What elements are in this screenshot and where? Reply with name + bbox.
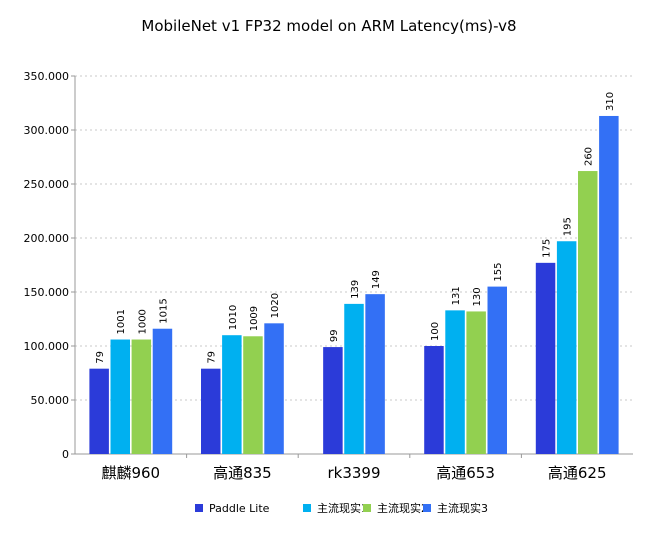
bar — [365, 294, 385, 454]
legend: Paddle Lite 主流现实1 主流现实2 主流现实3 — [195, 501, 488, 515]
legend-swatch — [363, 504, 371, 512]
legend-label: 主流现实1 — [317, 501, 368, 515]
bar — [323, 347, 343, 454]
bar — [578, 171, 598, 455]
y-tick-labels: 0 50.000 100.000 150.000 200.000 250.000 300.0… — [24, 70, 70, 461]
bar — [243, 336, 263, 454]
bar — [201, 368, 221, 454]
x-tick-label: 高通625 — [548, 464, 607, 482]
data-label: 1000 — [137, 309, 148, 334]
data-label: 149 — [371, 270, 382, 289]
x-tick-labels: 麒麟960 高通835 rk3399 高通653 高通625 — [101, 464, 606, 482]
legend-label: 主流现实2 — [377, 501, 428, 515]
bar — [487, 286, 507, 454]
data-label: 1001 — [116, 309, 127, 334]
bar — [344, 303, 364, 454]
legend-swatch — [423, 504, 431, 512]
data-label: 1010 — [228, 305, 239, 330]
data-label: 99 — [329, 329, 340, 342]
data-label: 1015 — [158, 298, 169, 323]
data-label: 1009 — [249, 306, 260, 331]
y-tick-label: 0 — [62, 448, 69, 461]
bar — [110, 339, 130, 454]
bar — [131, 339, 152, 454]
data-label: 79 — [95, 351, 106, 364]
bar — [466, 311, 486, 454]
bars — [89, 115, 619, 455]
y-tick-label: 200.000 — [24, 232, 70, 245]
bar — [556, 241, 577, 454]
y-tick-label: 50.000 — [31, 394, 70, 407]
data-label: 155 — [493, 263, 504, 282]
x-tick-label: 高通653 — [436, 464, 495, 482]
x-tick-label: 高通835 — [213, 464, 272, 482]
bar — [535, 262, 556, 454]
data-label: 310 — [605, 92, 616, 111]
chart-title: MobileNet v1 FP32 model on ARM Latency(m… — [141, 17, 516, 35]
data-label: 175 — [542, 239, 553, 258]
legend-swatch — [195, 504, 203, 512]
y-tick-label: 150.000 — [24, 286, 70, 299]
legend-label: Paddle Lite — [209, 502, 270, 515]
data-label: 100 — [430, 322, 441, 341]
bar — [152, 328, 173, 454]
legend-label: 主流现实3 — [437, 501, 488, 515]
data-label: 195 — [563, 217, 574, 236]
bar — [264, 323, 284, 454]
bar — [424, 346, 444, 454]
data-label: 139 — [350, 280, 361, 299]
data-labels: 79 1001 1000 1015 79 1010 1009 1020 99 139 149 100 1… — [95, 92, 616, 364]
data-label: 131 — [451, 286, 462, 305]
y-tick-label: 300.000 — [24, 124, 70, 137]
data-label: 130 — [472, 287, 483, 306]
y-tick-label: 250.000 — [24, 178, 70, 191]
data-label: 260 — [584, 147, 595, 166]
bar — [599, 115, 619, 455]
bar — [222, 335, 242, 454]
y-tick-label: 100.000 — [24, 340, 70, 353]
legend-swatch — [303, 504, 311, 512]
bar — [445, 310, 465, 454]
bar — [89, 368, 109, 454]
x-tick-label: 麒麟960 — [101, 464, 160, 482]
data-label: 79 — [207, 351, 218, 364]
y-tick-label: 350.000 — [24, 70, 70, 83]
x-tick-label: rk3399 — [327, 464, 380, 482]
data-label: 1020 — [270, 293, 281, 318]
